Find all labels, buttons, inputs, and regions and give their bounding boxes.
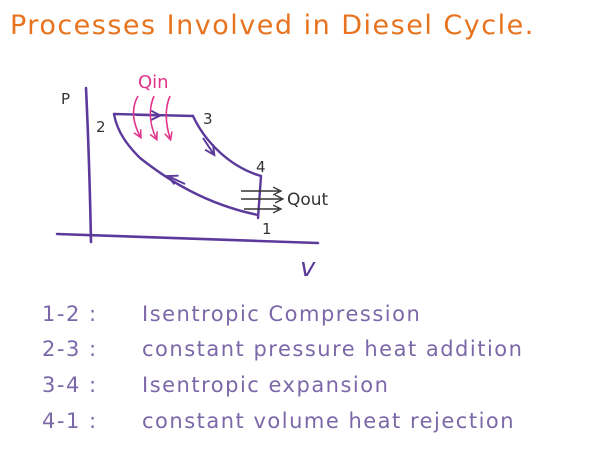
process-description: Isentropic Compression xyxy=(142,302,422,326)
process-description: Isentropic expansion xyxy=(142,373,390,397)
point-label-3: 3 xyxy=(203,110,213,128)
arrow-1-2 xyxy=(170,177,186,184)
process-step: 3-4 : xyxy=(42,373,98,397)
process-description: constant pressure heat addition xyxy=(142,337,524,361)
process-item: 2-3 : constant pressure heat addition xyxy=(42,337,523,361)
heat-in-label: Qin xyxy=(138,72,169,93)
p-axis-line xyxy=(84,86,93,244)
process-description: constant volume heat rejection xyxy=(142,409,516,433)
heat-in-arrow-mid xyxy=(149,95,156,138)
process-step: 2-3 : xyxy=(42,337,98,361)
arrow-3-4 xyxy=(202,137,213,153)
point-label-1: 1 xyxy=(262,220,272,238)
process-4-1-line xyxy=(256,174,263,220)
p-axis-label: P xyxy=(61,90,70,108)
process-item: 3-4 : Isentropic expansion xyxy=(42,373,389,397)
arrow-2-3 xyxy=(135,115,158,116)
v-axis-label: v xyxy=(300,253,316,283)
process-step: 4-1 : xyxy=(42,409,98,433)
point-label-2: 2 xyxy=(96,118,106,136)
point-label-4: 4 xyxy=(256,158,266,176)
process-3-4-curve xyxy=(191,114,263,178)
v-axis-line xyxy=(55,232,320,245)
pv-diagram: P v 2 3 4 1 Qin Qout xyxy=(55,72,329,283)
page-title: Processes Involved in Diesel Cycle. xyxy=(10,10,535,41)
heat-out-label: Qout xyxy=(287,190,329,210)
heat-in-arrow-right xyxy=(166,95,170,138)
process-item: 1-2 : Isentropic Compression xyxy=(42,302,421,326)
process-1-2-curve xyxy=(112,112,260,217)
process-item: 4-1 : constant volume heat rejection xyxy=(42,409,515,433)
process-step: 1-2 : xyxy=(42,302,98,326)
heat-in-arrow-left xyxy=(132,95,140,136)
